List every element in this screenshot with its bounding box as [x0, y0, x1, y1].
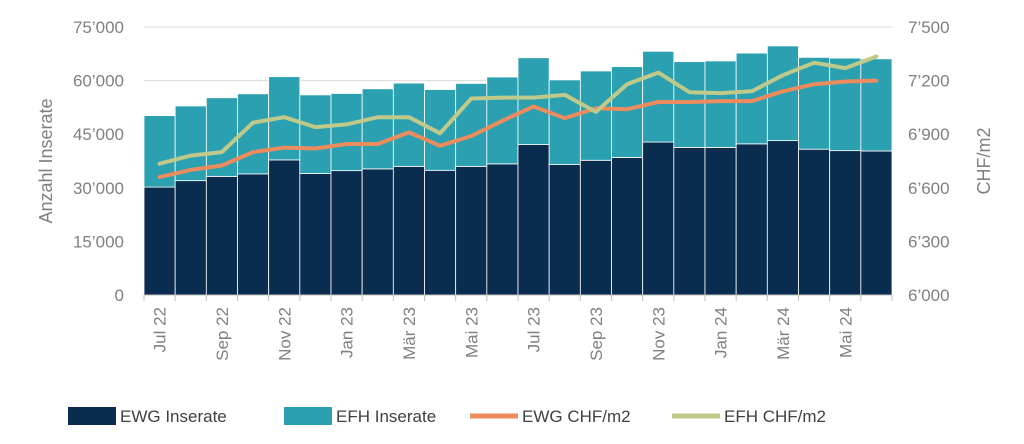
bar-efh-14 [579, 70, 612, 161]
legend-item: EFH CHF/m2 [672, 407, 826, 426]
legend-swatch [68, 407, 116, 425]
y-right-tick-label: 6’300 [908, 232, 950, 251]
left-axis-ticks: 0 15’000 30’000 45’000 60’000 75’000 [73, 18, 124, 305]
bar-efh-12 [517, 57, 550, 145]
bar-efh-21 [798, 56, 831, 150]
x-tick-label: Jan 23 [338, 307, 357, 358]
bar-ewg-14 [579, 159, 612, 296]
legend-item: EWG Inserate [68, 407, 227, 426]
bar-efh-16 [642, 50, 675, 143]
bar-ewg-7 [361, 168, 394, 296]
bar-ewg-18 [704, 147, 737, 296]
x-tick-label: Jul 23 [525, 307, 544, 352]
bar-ewg-8 [392, 165, 425, 296]
bar-efh-6 [330, 93, 363, 172]
x-tick-label: Jul 22 [151, 307, 170, 352]
x-tick-label: Sep 23 [587, 307, 606, 361]
bar-ewg-16 [642, 141, 675, 296]
bar-ewg-22 [829, 150, 862, 296]
bar-ewg-9 [424, 169, 457, 296]
bar-ewg-23 [860, 150, 893, 296]
x-axis-ticks: Jul 22 Sep 22 Nov 22 Jan 23 Mär 23 Mai 23 Jul … [151, 307, 856, 361]
bar-ewg-10 [455, 165, 488, 296]
x-tick-label: Mär 24 [774, 307, 793, 360]
y-left-tick-label: 75’000 [73, 18, 124, 37]
legend-label: EWG Inserate [120, 407, 227, 426]
bar-efh-22 [829, 57, 862, 152]
bar-ewg-21 [798, 148, 831, 296]
x-tick-label: Jan 24 [712, 307, 731, 358]
bar-ewg-13 [548, 164, 581, 296]
y-left-tick-label: 45’000 [73, 125, 124, 144]
x-tick-label: Mär 23 [400, 307, 419, 360]
y-right-tick-label: 6’900 [908, 125, 950, 144]
y-axis-left-label: Anzahl Inserate [36, 98, 56, 223]
bar-ewg-3 [237, 173, 270, 296]
bar-series [143, 45, 893, 296]
x-tick-label: Mai 23 [462, 307, 481, 358]
bar-ewg-15 [611, 157, 644, 296]
x-tick-label: Nov 22 [275, 307, 294, 361]
axes [143, 294, 893, 301]
bar-ewg-5 [299, 173, 332, 296]
legend-item: EFH Inserate [284, 407, 436, 426]
bar-efh-18 [704, 60, 737, 148]
bar-ewg-17 [673, 147, 706, 296]
legend: EWG Inserate EFH Inserate EWG CHF/m2 EFH CH… [68, 407, 826, 426]
bar-ewg-6 [330, 170, 363, 296]
right-axis-ticks: 6’000 6’300 6’600 6’900 7’200 7’500 [908, 18, 950, 305]
line-ewg-chf [157, 78, 879, 180]
y-left-tick-label: 30’000 [73, 179, 124, 198]
line-efh-chf [157, 54, 879, 166]
bar-ewg-11 [486, 163, 519, 296]
bar-ewg-19 [735, 143, 768, 296]
y-right-tick-label: 6’600 [908, 179, 950, 198]
legend-label: EWG CHF/m2 [522, 407, 631, 426]
y-left-tick-label: 60’000 [73, 72, 124, 91]
bar-ewg-20 [766, 140, 799, 296]
x-tick-label: Mai 24 [836, 307, 855, 358]
bar-ewg-0 [143, 186, 176, 296]
legend-item: EWG CHF/m2 [470, 407, 631, 426]
bar-efh-10 [455, 83, 488, 167]
bar-ewg-2 [205, 175, 238, 296]
x-tick-label: Sep 22 [213, 307, 232, 361]
legend-label: EFH CHF/m2 [724, 407, 826, 426]
bar-ewg-4 [268, 159, 301, 296]
bar-ewg-12 [517, 144, 550, 296]
bar-ewg-1 [174, 180, 207, 296]
bar-efh-7 [361, 88, 394, 170]
y-right-tick-label: 7’200 [908, 72, 950, 91]
y-axis-right-label: CHF/m2 [974, 128, 994, 195]
y-right-tick-label: 7’500 [908, 18, 950, 37]
x-tick-label: Nov 23 [649, 307, 668, 361]
y-left-tick-label: 0 [115, 286, 124, 305]
bar-efh-17 [673, 61, 706, 148]
y-left-tick-label: 15’000 [73, 232, 124, 251]
legend-label: EFH Inserate [336, 407, 436, 426]
legend-swatch [284, 407, 332, 425]
bar-efh-23 [860, 58, 893, 152]
bar-efh-13 [548, 79, 581, 165]
y-right-tick-label: 6’000 [908, 286, 950, 305]
line-series [157, 54, 879, 180]
bar-efh-5 [299, 94, 332, 174]
